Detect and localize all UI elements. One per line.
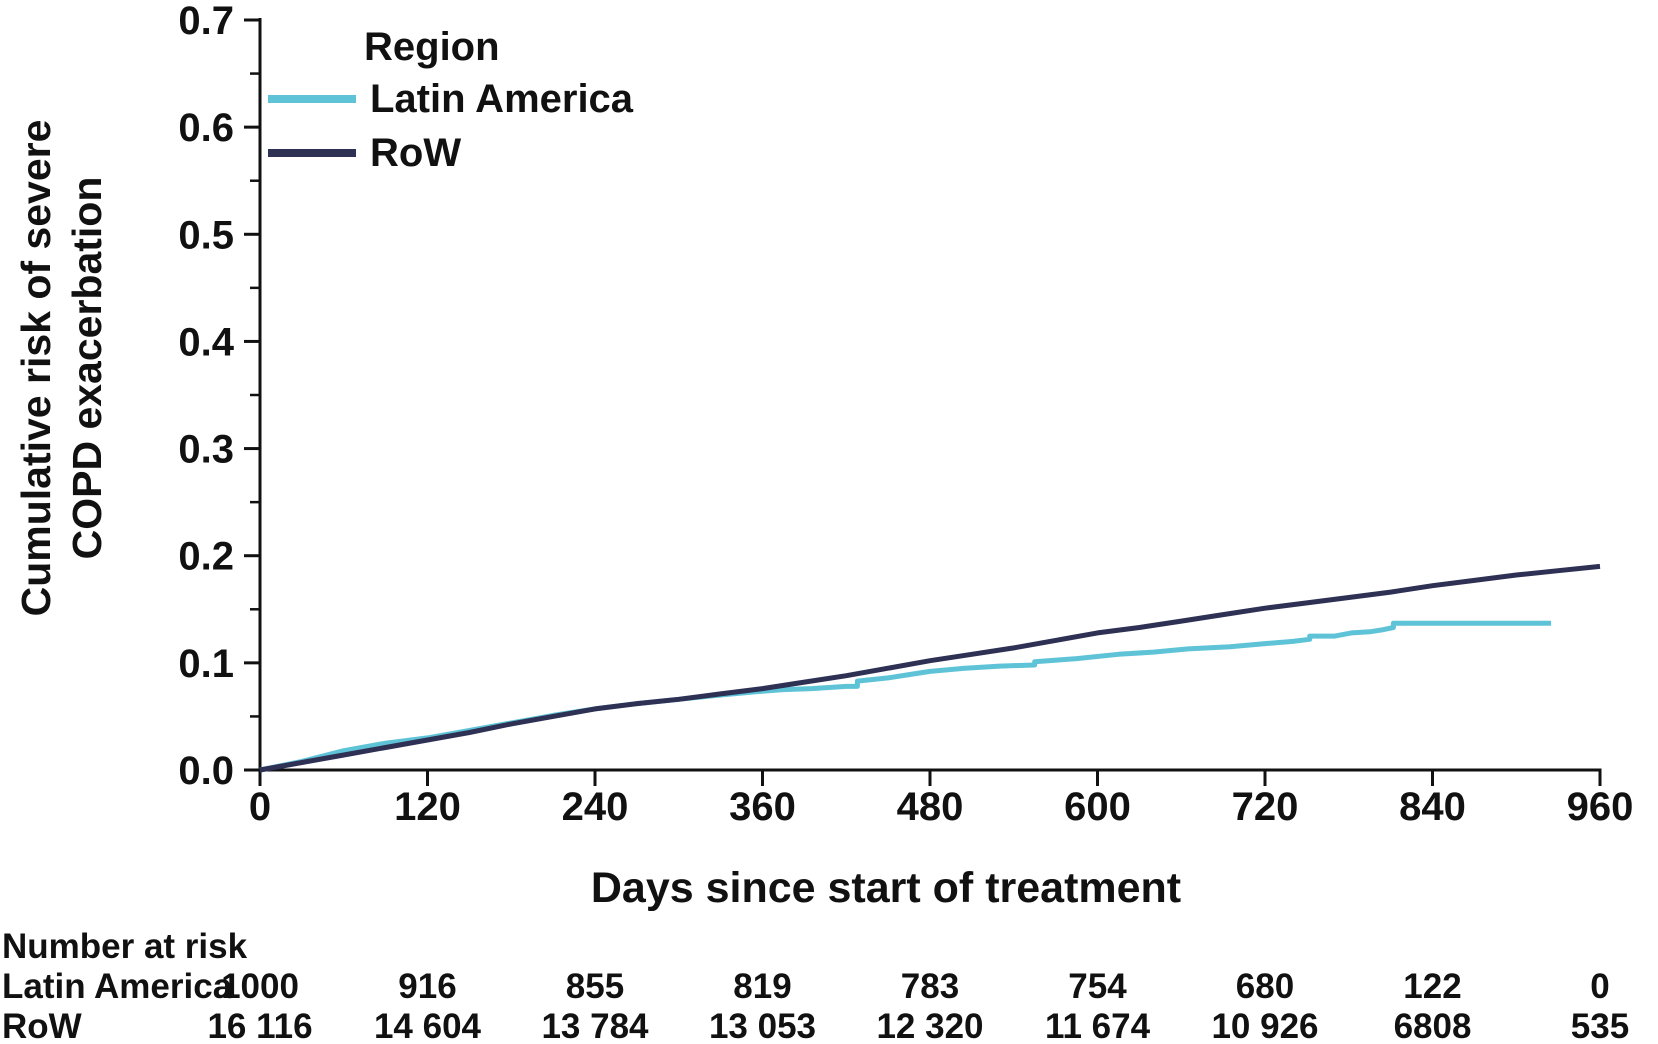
risk-row-label: RoW	[2, 1007, 82, 1044]
x-tick-label: 120	[394, 785, 461, 829]
risk-value: 0	[1590, 967, 1610, 1006]
risk-value: 10 926	[1211, 1007, 1319, 1044]
series-latin-america	[259, 620, 1552, 773]
x-tick-label: 840	[1399, 785, 1466, 829]
y-tick-label: 0.3	[178, 428, 234, 472]
y-tick-label: 0.7	[178, 0, 234, 43]
risk-value: 855	[565, 967, 625, 1006]
risk-row-latin-america: Latin America 1000 916 855 819 783 754 680 122 0	[0, 968, 1658, 1008]
risk-table-header: Number at risk	[2, 927, 248, 966]
risk-value: 6808	[1393, 1007, 1472, 1044]
risk-value: 122	[1403, 967, 1462, 1006]
risk-value: 1000	[221, 967, 299, 1006]
legend-title: Region	[364, 25, 500, 69]
risk-row-label: Latin America	[2, 967, 233, 1006]
y-tick-label: 0.1	[178, 642, 234, 686]
risk-value: 11 674	[1044, 1007, 1151, 1044]
legend-swatch-icon	[268, 149, 356, 157]
risk-value: 13 053	[708, 1007, 817, 1044]
legend-item-row: RoW	[268, 126, 633, 180]
risk-value: 680	[1235, 967, 1295, 1006]
risk-value: 13 784	[541, 1007, 649, 1044]
legend-swatch-icon	[268, 95, 356, 103]
x-tick-label: 600	[1064, 785, 1131, 829]
risk-value: 16 116	[207, 1007, 313, 1044]
x-axis-title: Days since start of treatment	[590, 864, 1182, 912]
risk-value: 12 320	[876, 1007, 984, 1044]
y-tick-label: 0.4	[178, 320, 234, 364]
y-tick-label: 0.0	[178, 749, 234, 793]
x-tick-label: 0	[249, 785, 271, 829]
x-tick-label: 240	[562, 785, 629, 829]
risk-row-row: RoW 16 116 14 604 13 784 13 053 12 320 11 674 1…	[0, 1008, 1658, 1044]
risk-value: 783	[900, 967, 960, 1006]
y-tick-label: 0.6	[178, 106, 234, 150]
legend-item-latin-america: Latin America	[268, 72, 633, 126]
x-tick-label: 480	[897, 785, 964, 829]
x-tick-label: 360	[729, 785, 796, 829]
y-tick-label: 0.5	[178, 213, 234, 257]
y-axis-title-line2: COPD exacerbation	[64, 176, 110, 560]
risk-value: 535	[1570, 1007, 1630, 1044]
y-tick-label: 0.2	[178, 535, 234, 579]
risk-value: 754	[1068, 967, 1127, 1006]
legend-items: Latin America RoW	[268, 72, 633, 180]
y-axis-title-line1: Cumulative risk of severe	[13, 119, 59, 617]
risk-value: 14 604	[373, 1007, 482, 1044]
legend: Region Latin America RoW	[268, 22, 633, 180]
legend-item-label: RoW	[370, 130, 462, 175]
series-row	[259, 563, 1601, 773]
x-tick-label: 960	[1567, 785, 1634, 829]
risk-value: 819	[733, 967, 792, 1006]
legend-item-label: Latin America	[370, 76, 634, 121]
x-tick-label: 720	[1232, 785, 1299, 829]
y-axis-title: Cumulative risk of severe COPD exacerbat…	[11, 120, 113, 617]
risk-value: 916	[398, 967, 457, 1006]
